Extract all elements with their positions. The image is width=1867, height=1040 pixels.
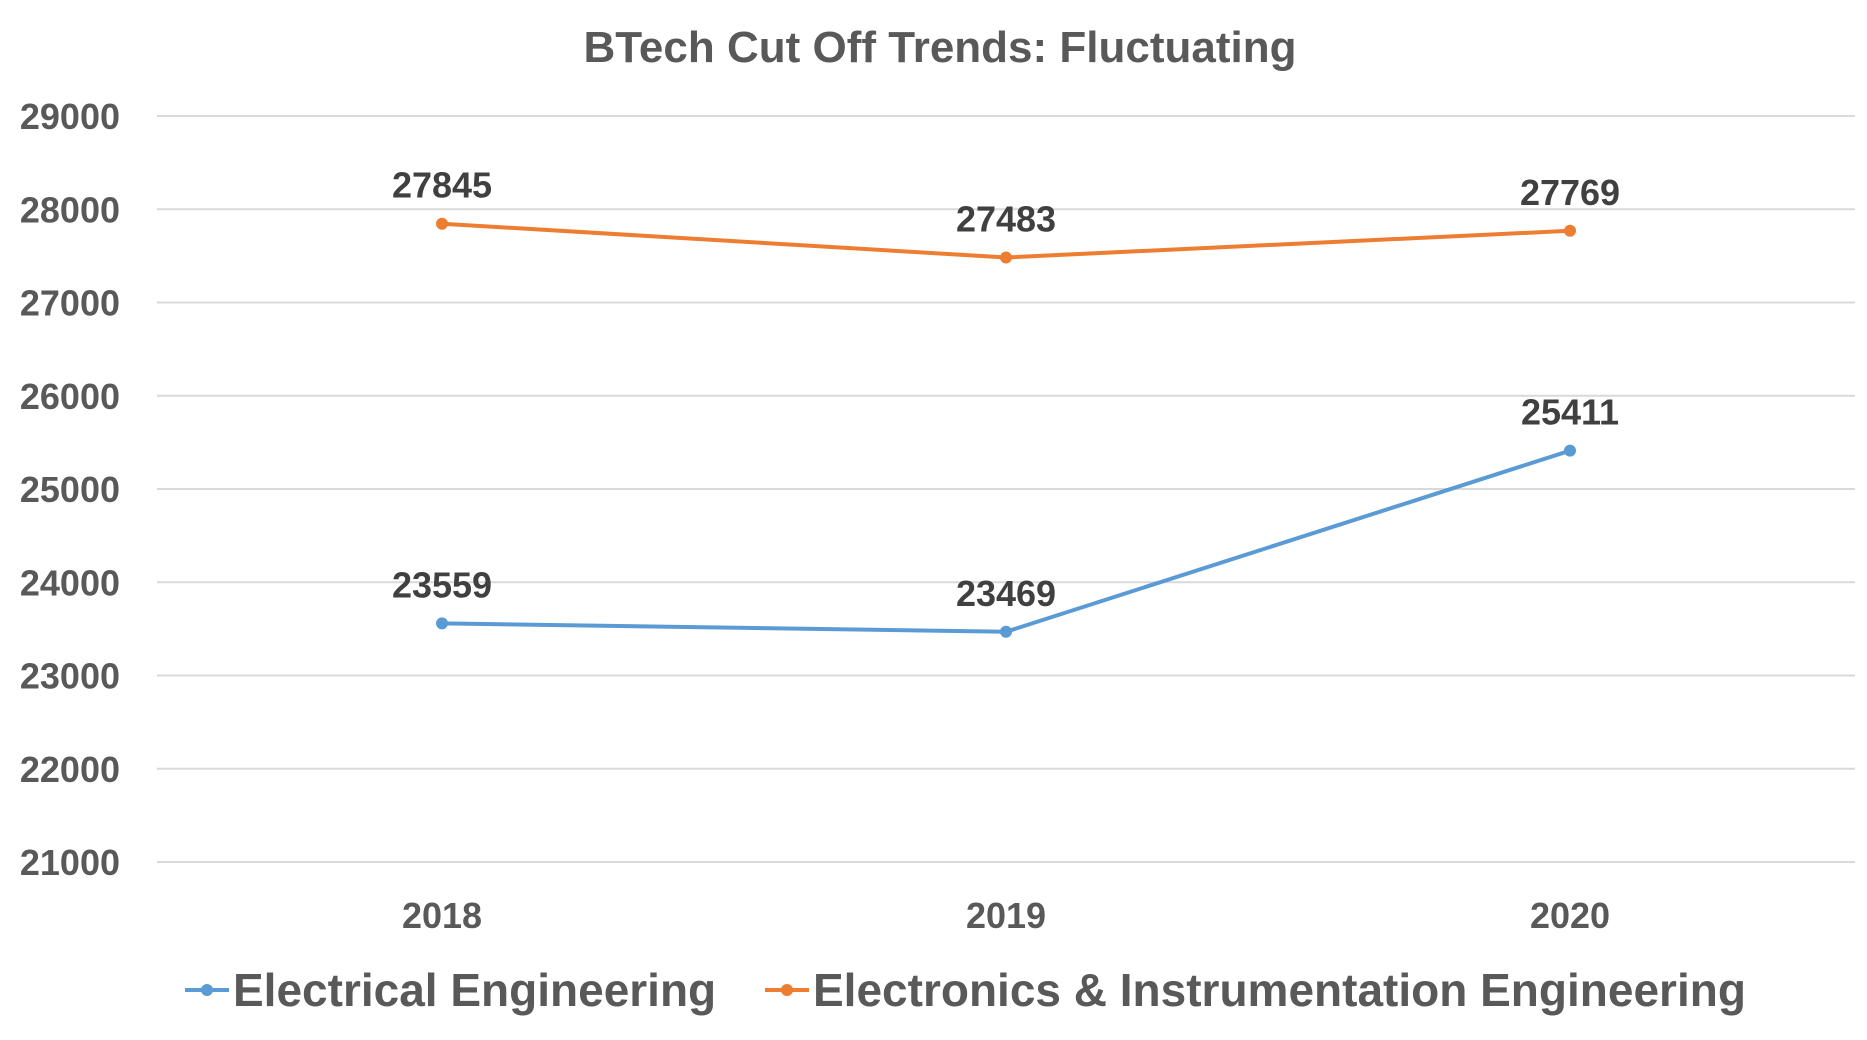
legend-swatch-marker [201, 984, 213, 996]
data-point [1564, 444, 1576, 457]
data-label: 23469 [956, 573, 1056, 614]
x-tick-label: 2020 [1530, 895, 1610, 936]
data-point [1000, 251, 1012, 264]
data-label: 27769 [1520, 172, 1620, 213]
y-tick-label: 27000 [20, 283, 120, 324]
legend: Electrical Engineering Electronics & Inst… [185, 964, 1746, 1016]
y-tick-label: 24000 [20, 562, 120, 603]
data-point [436, 617, 448, 630]
y-tick-label: 28000 [20, 189, 120, 230]
legend-label: Electrical Engineering [233, 964, 716, 1016]
data-label: 25411 [1521, 392, 1619, 433]
data-label: 27845 [392, 165, 492, 206]
data-point [436, 217, 448, 230]
data-labels: 23559 23469 25411 27845 27483 27769 [392, 165, 1620, 614]
y-axis-ticks: 21000 22000 23000 24000 25000 26000 27000 28000… [20, 96, 120, 883]
x-tick-label: 2018 [402, 895, 482, 936]
legend-swatch-marker [781, 984, 793, 996]
data-label: 23559 [392, 564, 492, 605]
y-tick-label: 25000 [20, 469, 120, 510]
gridlines [157, 115, 1855, 863]
y-tick-label: 29000 [20, 96, 120, 137]
legend-label: Electronics & Instrumentation Engineerin… [813, 964, 1746, 1016]
data-label: 27483 [956, 198, 1056, 239]
y-tick-label: 23000 [20, 656, 120, 697]
x-axis-ticks: 2018 2019 2020 [402, 895, 1610, 936]
series-layer [436, 217, 1576, 638]
data-point [1000, 625, 1012, 638]
data-point [1564, 224, 1576, 237]
chart-title: BTech Cut Off Trends: Fluctuating [584, 23, 1297, 72]
y-tick-label: 22000 [20, 749, 120, 790]
y-tick-label: 26000 [20, 376, 120, 417]
y-tick-label: 21000 [20, 842, 120, 883]
x-tick-label: 2019 [966, 895, 1046, 936]
